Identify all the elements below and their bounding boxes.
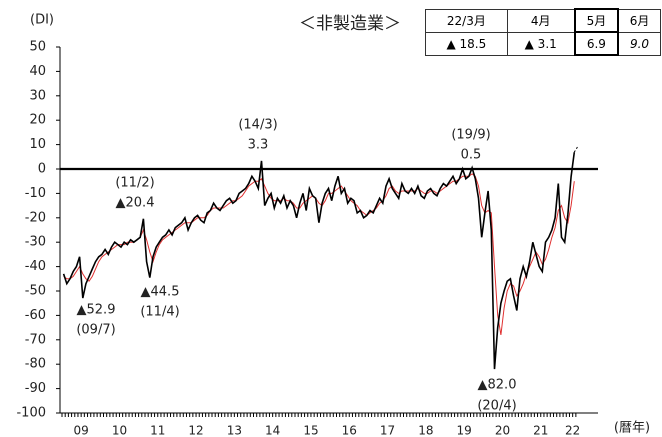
x-tick-label: 15: [303, 424, 318, 437]
x-tick-label: 11: [150, 424, 165, 437]
line-series: [62, 152, 576, 370]
x-tick-label: 17: [380, 424, 395, 437]
y-tick-label: -20: [25, 210, 46, 225]
y-tick-label: 40: [29, 64, 46, 79]
table-header: 5月: [573, 8, 620, 33]
annotation: (09/7): [76, 323, 115, 338]
annotation: ▲44.5: [141, 285, 180, 300]
annotation: (19/9): [451, 128, 490, 143]
table-cell: ▲ 18.5: [425, 31, 508, 56]
table-cell: ▲ 3.1: [506, 31, 576, 56]
forecast: [573, 146, 578, 153]
summary-table: 22/3月 4月 5月 6月 ▲ 18.5 ▲ 3.1 6.9 9.0: [425, 8, 662, 56]
x-tick-label: 21: [533, 424, 548, 437]
y-tick-label: -90: [25, 381, 46, 396]
y-axis-label: (DI): [30, 13, 54, 28]
x-tick-label: 16: [342, 424, 357, 437]
y-tick-label: -100: [16, 406, 46, 421]
chart-title: ＜非製造業＞: [299, 14, 401, 34]
annotation: ▲20.4: [116, 196, 155, 211]
x-tick-label: 14: [265, 424, 280, 437]
annotation: 0.5: [461, 148, 482, 163]
table-header: 6月: [617, 8, 662, 33]
table-cell: 6.9: [573, 31, 620, 56]
y-tick-label: 50: [29, 40, 46, 55]
y-tick-label: -50: [25, 284, 46, 299]
y-tick-label: -40: [25, 259, 46, 274]
x-tick-label: 19: [457, 424, 472, 437]
annotation: (11/4): [140, 305, 179, 320]
annotation: 3.3: [248, 138, 269, 153]
x-axis-label: (暦年): [614, 421, 650, 436]
x-tick-label: 12: [188, 424, 203, 437]
x-tick-label: 18: [418, 424, 433, 437]
y-tick-label: -70: [25, 332, 46, 347]
x-tick-label: 20: [495, 424, 510, 437]
annotation: (14/3): [238, 118, 277, 133]
x-tick-label: 13: [227, 424, 242, 437]
table-cell: 9.0: [617, 31, 662, 56]
table-header: 4月: [506, 8, 576, 33]
table-header: 22/3月: [425, 8, 508, 33]
y-tick-label: -60: [25, 308, 46, 323]
y-tick-label: 10: [29, 137, 46, 152]
y-tick-label: 0: [38, 162, 46, 177]
annotation: (20/4): [477, 399, 516, 414]
x-tick-label: 22: [565, 424, 580, 437]
x-tick-label: 10: [112, 424, 127, 437]
y-tick-label: 30: [29, 88, 46, 103]
y-tick-label: -30: [25, 235, 46, 250]
y-tick-label: -10: [25, 186, 46, 201]
x-tick-label: 09: [74, 424, 89, 437]
annotation: ▲82.0: [478, 378, 517, 393]
y-tick-label: -80: [25, 357, 46, 372]
annotation: ▲52.9: [77, 303, 116, 318]
y-tick-label: 20: [29, 113, 46, 128]
annotation: (11/2): [115, 176, 154, 191]
